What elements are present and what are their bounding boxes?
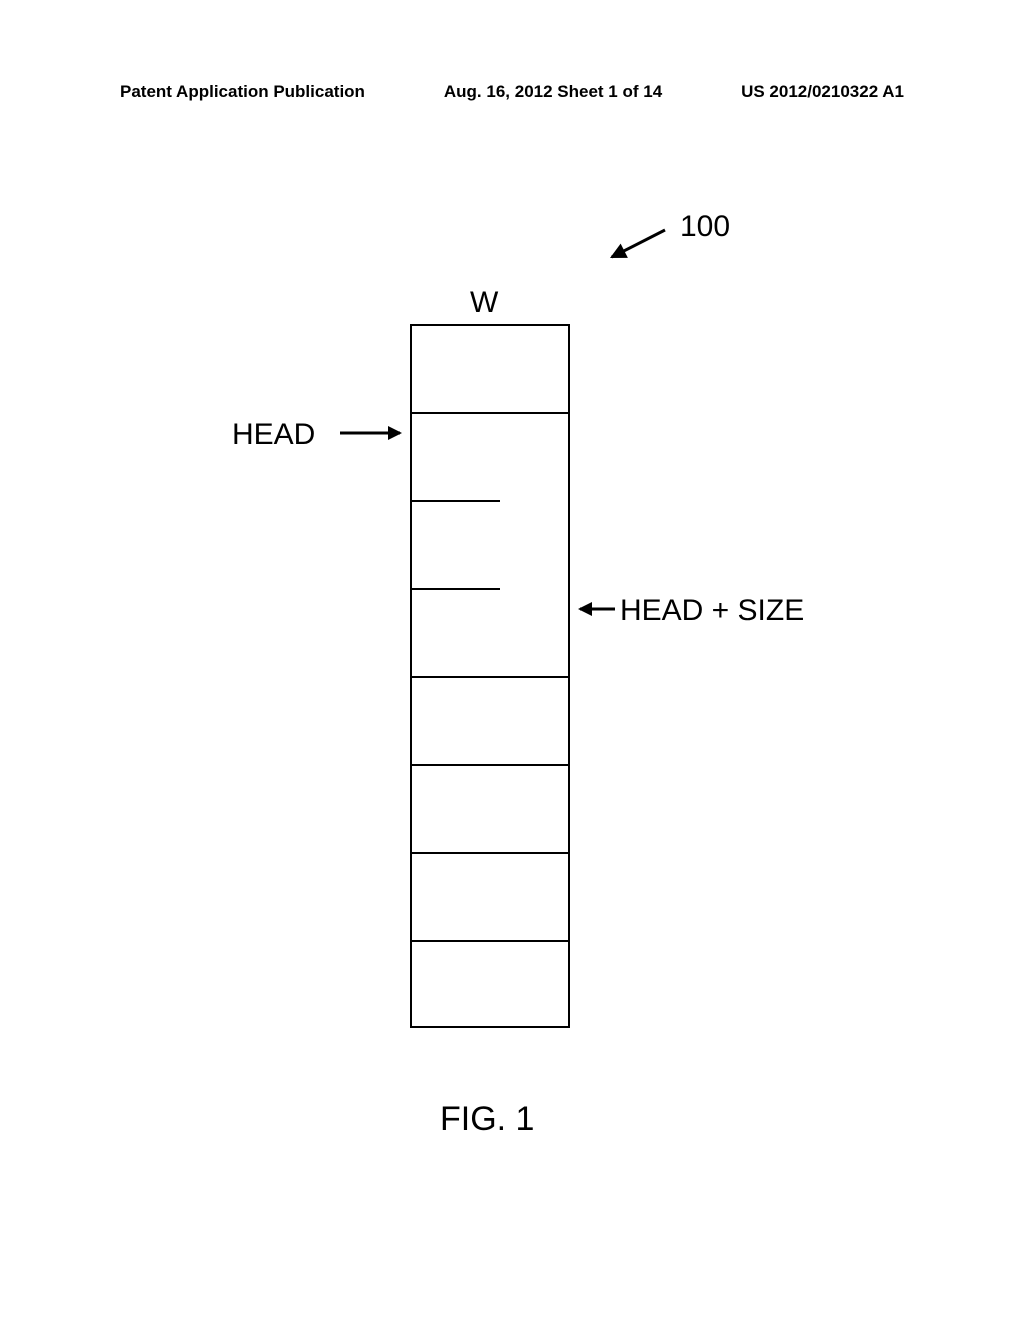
header-right: US 2012/0210322 A1 bbox=[741, 82, 904, 102]
reference-number-100: 100 bbox=[680, 210, 730, 244]
header-left: Patent Application Publication bbox=[120, 82, 365, 102]
header-middle: Aug. 16, 2012 Sheet 1 of 14 bbox=[444, 82, 662, 102]
memory-cell bbox=[412, 590, 568, 678]
page-header: Patent Application Publication Aug. 16, … bbox=[120, 82, 904, 102]
figure-1: 100 W HEAD HEAD + SIZE FIG. 1 bbox=[0, 200, 1024, 1200]
memory-cell bbox=[412, 854, 568, 942]
memory-cell bbox=[412, 678, 568, 766]
memory-column bbox=[410, 324, 570, 1028]
w-label: W bbox=[470, 286, 498, 320]
memory-cell bbox=[412, 766, 568, 854]
figure-caption: FIG. 1 bbox=[440, 1100, 534, 1139]
memory-cell bbox=[412, 414, 568, 502]
memory-cell bbox=[412, 942, 568, 1030]
memory-cell bbox=[412, 502, 568, 590]
memory-cell bbox=[412, 326, 568, 414]
head-plus-size-label: HEAD + SIZE bbox=[620, 594, 804, 628]
head-label: HEAD bbox=[232, 418, 315, 452]
